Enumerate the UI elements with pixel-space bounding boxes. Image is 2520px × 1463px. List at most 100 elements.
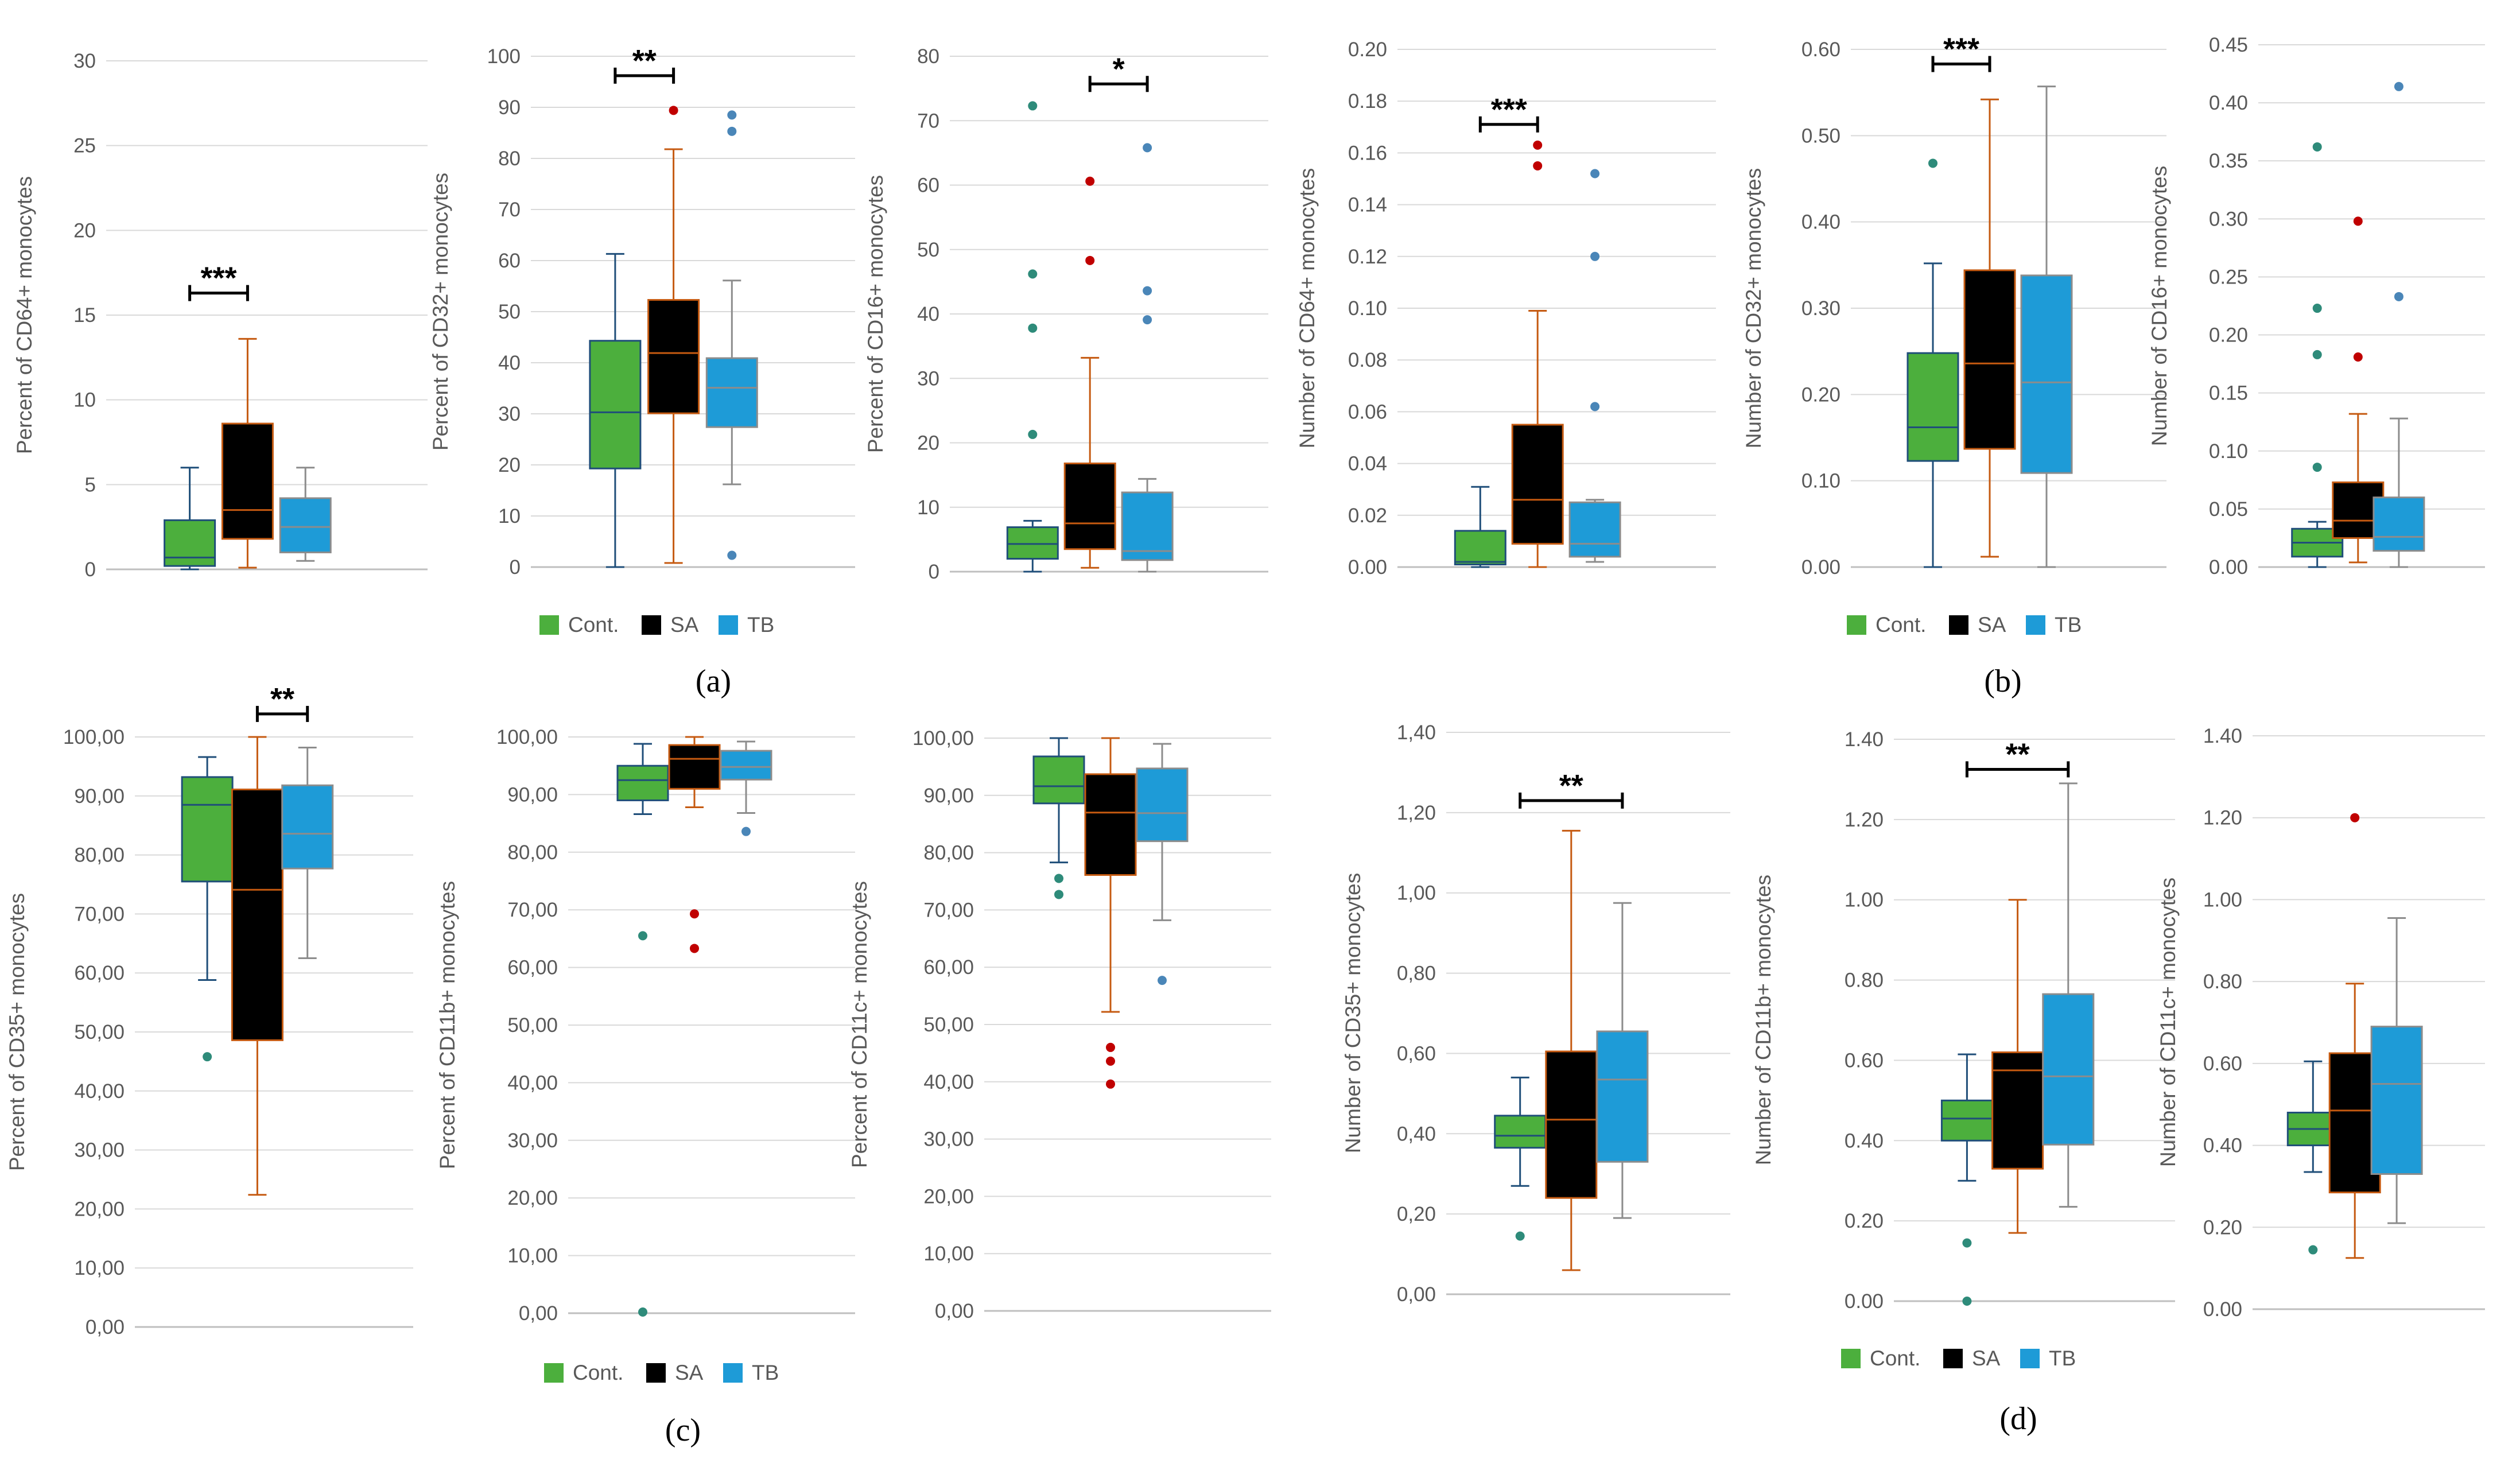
- box-cont: [1940, 1053, 1993, 1306]
- outlier-point: [1085, 255, 1095, 265]
- y-tick-label: 5: [85, 474, 96, 496]
- y-tick-label: 70,00: [507, 899, 558, 921]
- box-tb: [705, 110, 758, 560]
- y-tick-label: 0.12: [1348, 246, 1387, 268]
- y-tick-label: 0.40: [2203, 1135, 2242, 1157]
- y-tick-label: 80,00: [74, 844, 125, 867]
- legend-c-swatch-tb: [723, 1363, 743, 1383]
- iqr-box: [2370, 1026, 2423, 1175]
- y-tick-label: 80,00: [923, 842, 974, 864]
- outlier-point: [1028, 429, 1038, 439]
- box-tb: [1121, 143, 1174, 573]
- outlier-point: [2353, 352, 2363, 362]
- y-axis-label: Percent of CD11b+ monocytes: [436, 881, 459, 1169]
- outlier-point: [1028, 101, 1038, 111]
- y-tick-label: 0.80: [2203, 971, 2242, 993]
- y-tick-label: 50: [498, 301, 521, 323]
- y-tick-label: 40: [917, 303, 939, 325]
- outlier-point: [1054, 890, 1063, 899]
- y-tick-label: 90,00: [74, 785, 125, 808]
- outlier-point: [1590, 251, 1600, 261]
- chart-c3: 0,00 10,00 20,00 30,00 40,00 50,00 60,00 70,00 8…: [848, 727, 1271, 1322]
- y-tick-label: 20: [498, 454, 521, 476]
- outlier-point: [690, 944, 699, 953]
- y-tick-label: 30: [498, 403, 521, 425]
- y-tick-label: 0.30: [2209, 208, 2248, 230]
- y-tick-label: 0.35: [2209, 150, 2248, 172]
- y-tick-label: 0.20: [2209, 324, 2248, 347]
- y-axis-label: Number of CD64+ monocytes: [1295, 168, 1319, 448]
- iqr-box: [668, 744, 721, 790]
- outlier-point: [1085, 176, 1095, 186]
- y-tick-label: 100,00: [63, 726, 125, 748]
- significance-bracket: **: [614, 44, 675, 84]
- panel-label-b: (b): [1984, 663, 2021, 699]
- y-tick-label: 20,00: [74, 1198, 125, 1220]
- outlier-point: [741, 826, 751, 836]
- iqr-box: [231, 788, 284, 1041]
- y-tick-label: 40: [498, 352, 521, 374]
- iqr-box: [1991, 1051, 2044, 1170]
- significance-label: **: [2006, 737, 2030, 771]
- box-sa: [231, 736, 284, 1196]
- y-tick-label: 25: [73, 135, 96, 157]
- y-tick-label: 0.25: [2209, 266, 2248, 288]
- y-tick-label: 100: [487, 45, 521, 68]
- y-tick-label: 0.40: [1845, 1130, 1884, 1152]
- iqr-box: [1454, 530, 1506, 565]
- y-tick-label: 0.40: [2209, 92, 2248, 114]
- outlier-point: [638, 931, 647, 941]
- y-tick-label: 80: [917, 45, 939, 68]
- y-axis-label: Percent of CD64+ monocytes: [13, 176, 36, 454]
- outlier-point: [2312, 350, 2322, 359]
- legend-c-label-sa: SA: [675, 1361, 704, 1384]
- outlier-point: [1028, 269, 1038, 279]
- y-tick-label: 70: [917, 110, 939, 132]
- outlier-point: [1928, 158, 1937, 168]
- y-axis-label: Number of CD35+ monocytes: [1341, 873, 1365, 1153]
- legend-a-label-sa: SA: [670, 613, 699, 637]
- y-tick-label: 30: [73, 50, 96, 72]
- legend-b-swatch-tb: [2026, 615, 2045, 635]
- outlier-point: [727, 110, 737, 120]
- y-tick-label: 60,00: [507, 957, 558, 979]
- box-cont: [1006, 101, 1059, 573]
- y-tick-label: 1,20: [1397, 802, 1436, 824]
- outlier-point: [1106, 1056, 1115, 1066]
- significance-label: *: [1113, 52, 1125, 86]
- outlier-point: [2394, 82, 2403, 91]
- box-tb: [2370, 917, 2423, 1224]
- box-sa: [1991, 899, 2044, 1234]
- significance-bracket: **: [1965, 737, 2070, 778]
- y-tick-label: 20,00: [923, 1185, 974, 1208]
- legend-b-label-tb: TB: [2055, 613, 2082, 637]
- y-tick-label: 15: [73, 304, 96, 327]
- y-tick-label: 30: [917, 367, 939, 390]
- iqr-box: [589, 340, 642, 469]
- y-tick-label: 50,00: [507, 1014, 558, 1037]
- y-tick-label: 0,60: [1397, 1042, 1436, 1065]
- chart-a1: 0 5 10 15 20 25 30 Percent of CD64+ monocytes **…: [13, 50, 428, 581]
- legend-d-label-sa: SA: [1972, 1346, 2001, 1370]
- legend-a-swatch-sa: [642, 615, 661, 635]
- box-sa: [1063, 176, 1116, 569]
- y-axis-label: Percent of CD35+ monocytes: [5, 893, 29, 1171]
- legend-c-swatch-cont: [544, 1363, 564, 1383]
- outlier-point: [2312, 304, 2322, 313]
- significance-bracket: *: [1088, 52, 1149, 92]
- box-tb: [2373, 82, 2425, 568]
- y-tick-label: 1,40: [1397, 721, 1436, 744]
- y-tick-label: 60,00: [74, 962, 125, 984]
- y-tick-label: 0.10: [1801, 470, 1841, 492]
- y-tick-label: 0.20: [2203, 1216, 2242, 1239]
- outlier-point: [1962, 1238, 1972, 1248]
- iqr-box: [1032, 755, 1085, 805]
- y-tick-label: 0.40: [1801, 211, 1841, 234]
- y-tick-label: 20,00: [507, 1187, 558, 1209]
- y-tick-label: 10: [73, 389, 96, 412]
- y-axis-label: Number of CD11c+ monocytes: [2156, 878, 2180, 1167]
- iqr-box: [1494, 1115, 1547, 1149]
- chart-d2: 0.00 0.20 0.40 0.60 0.80 1.00 1.20 1.40 Number o…: [1752, 728, 2175, 1313]
- outlier-point: [1158, 976, 1167, 985]
